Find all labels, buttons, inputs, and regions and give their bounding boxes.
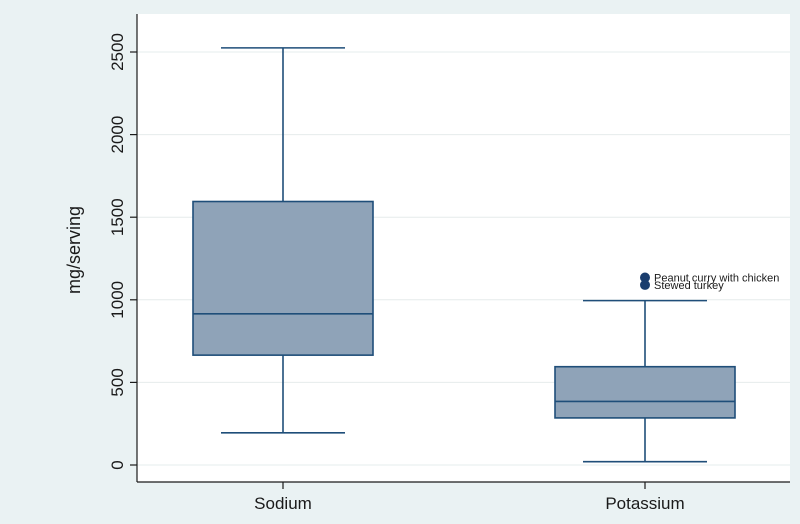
outlier-label: Stewed turkey bbox=[654, 280, 724, 292]
y-tick-label: 1500 bbox=[108, 198, 127, 236]
y-axis-title: mg/serving bbox=[64, 206, 84, 294]
y-tick-labels: 0 500 1000 1500 2000 2500 bbox=[108, 33, 127, 470]
outlier-point bbox=[640, 272, 650, 283]
axes bbox=[130, 14, 790, 489]
category-label: Potassium bbox=[605, 494, 684, 513]
box-sodium bbox=[192, 47, 374, 434]
y-tick-label: 1000 bbox=[108, 281, 127, 319]
iqr-box bbox=[192, 200, 374, 356]
y-tick-label: 0 bbox=[108, 460, 127, 469]
category-labels: Sodium Potassium bbox=[254, 494, 685, 513]
y-tick-label: 500 bbox=[108, 368, 127, 396]
y-tick-label: 2000 bbox=[108, 116, 127, 154]
iqr-box bbox=[554, 365, 736, 419]
outlier-label: Peanut curry with chicken bbox=[654, 272, 779, 284]
y-tick-label: 2500 bbox=[108, 33, 127, 71]
grid-lines bbox=[137, 51, 790, 466]
outlier-point bbox=[640, 279, 650, 290]
category-label: Sodium bbox=[254, 494, 312, 513]
